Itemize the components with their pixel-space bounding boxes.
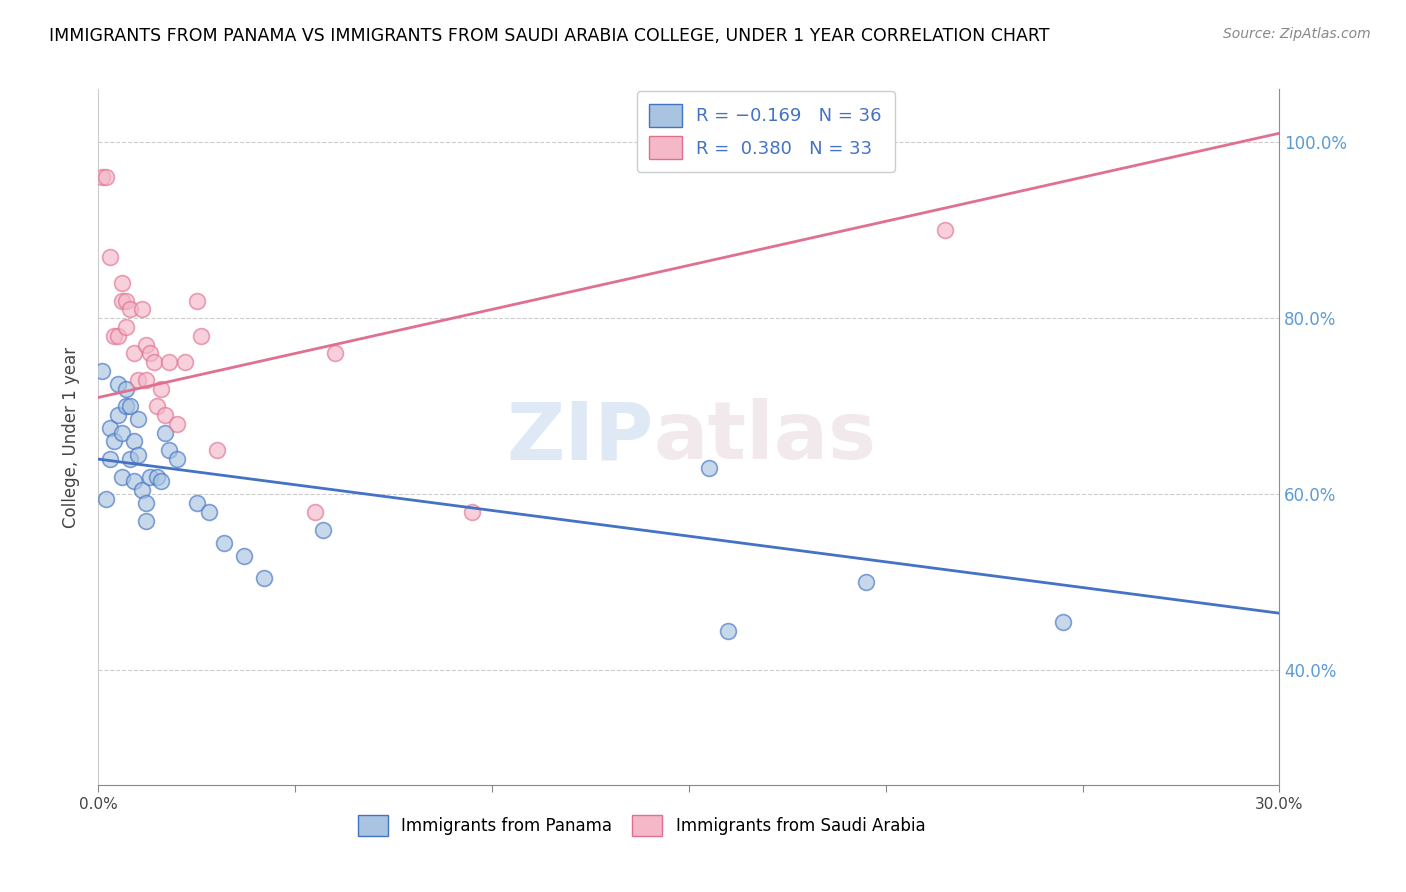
Point [103,434,125,449]
Point [91,364,114,378]
Point [934,223,956,237]
Point [111,293,134,308]
Point [122,434,145,449]
Legend: Immigrants from Panama, Immigrants from Saudi Arabia: Immigrants from Panama, Immigrants from … [352,808,932,843]
Point [174,355,197,369]
Point [190,328,212,343]
Point [155,425,177,440]
Point [717,624,740,638]
Point [118,452,141,467]
Point [131,483,153,497]
Point [146,399,169,413]
Point [323,346,346,360]
Point [186,496,208,510]
Point [127,448,149,462]
Point [107,377,129,392]
Text: IMMIGRANTS FROM PANAMA VS IMMIGRANTS FROM SAUDI ARABIA COLLEGE, UNDER 1 YEAR COR: IMMIGRANTS FROM PANAMA VS IMMIGRANTS FRO… [49,27,1050,45]
Point [91,170,114,185]
Point [855,575,877,590]
Point [312,523,335,537]
Point [138,469,160,483]
Point [461,505,484,519]
Point [118,302,141,317]
Point [186,293,208,308]
Point [111,469,134,483]
Point [98,250,121,264]
Point [107,408,129,422]
Point [127,373,149,387]
Point [115,382,138,396]
Point [98,421,121,435]
Y-axis label: College, Under 1 year: College, Under 1 year [62,346,80,528]
Point [107,328,129,343]
Point [157,355,180,369]
Point [115,320,138,334]
Point [98,452,121,467]
Point [166,417,188,431]
Point [135,496,157,510]
Point [96,491,118,506]
Point [138,346,160,360]
Point [96,170,118,185]
Point [157,443,180,458]
Text: Source: ZipAtlas.com: Source: ZipAtlas.com [1223,27,1371,41]
Point [253,571,276,585]
Point [103,328,125,343]
Point [1052,615,1074,629]
Point [118,399,141,413]
Point [155,408,177,422]
Point [111,425,134,440]
Point [135,514,157,528]
Point [127,412,149,426]
Point [122,474,145,488]
Point [166,452,188,467]
Point [146,469,169,483]
Point [111,276,134,290]
Point [150,382,173,396]
Point [233,549,256,563]
Point [150,474,173,488]
Point [697,461,720,475]
Point [197,505,219,519]
Point [214,535,236,549]
Point [142,355,165,369]
Point [304,505,326,519]
Point [115,399,138,413]
Text: atlas: atlas [654,398,876,476]
Point [122,346,145,360]
Point [135,373,157,387]
Point [135,337,157,351]
Point [115,293,138,308]
Point [131,302,153,317]
Text: ZIP: ZIP [506,398,654,476]
Point [205,443,228,458]
